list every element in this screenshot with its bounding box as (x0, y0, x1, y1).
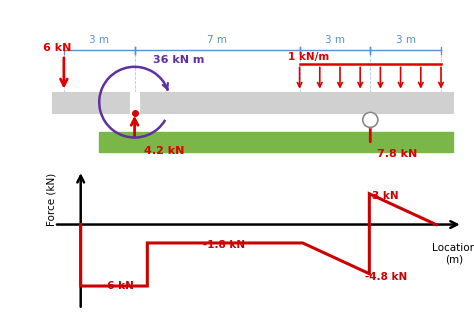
Text: 1 kN/m: 1 kN/m (288, 52, 329, 62)
Text: 3 m: 3 m (396, 35, 416, 45)
Text: 7.8 kN: 7.8 kN (377, 149, 418, 159)
Text: 3 m: 3 m (325, 35, 345, 45)
Text: 7 m: 7 m (207, 35, 227, 45)
Text: 3 m: 3 m (89, 35, 109, 45)
Bar (99, 132, 453, 152)
Circle shape (363, 112, 378, 128)
Text: 36 kN m: 36 kN m (154, 55, 205, 65)
Bar (130, 92, 139, 113)
Text: Force (kN): Force (kN) (47, 172, 57, 225)
Text: 3 kN: 3 kN (372, 191, 398, 201)
Text: Location
(m): Location (m) (432, 243, 474, 265)
Text: -1.8 kN: -1.8 kN (203, 240, 245, 250)
Text: 4.2 kN: 4.2 kN (144, 146, 184, 156)
Text: -6 kN: -6 kN (103, 281, 134, 291)
Text: 6 kN: 6 kN (43, 43, 71, 53)
Bar (52, 92, 453, 113)
Text: -4.8 kN: -4.8 kN (365, 272, 407, 282)
